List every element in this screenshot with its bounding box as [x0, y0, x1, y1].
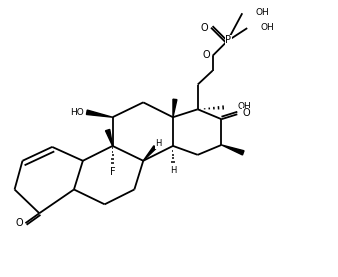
Polygon shape: [105, 129, 113, 146]
Polygon shape: [221, 145, 244, 155]
Text: H: H: [155, 139, 161, 148]
Text: O: O: [242, 108, 250, 118]
Text: O: O: [16, 218, 23, 228]
Text: H: H: [170, 166, 176, 175]
Polygon shape: [87, 110, 113, 117]
Text: HO: HO: [70, 108, 84, 117]
Text: P: P: [225, 35, 232, 45]
Text: OH: OH: [260, 23, 274, 32]
Text: O: O: [201, 23, 209, 33]
Text: O: O: [203, 50, 211, 60]
Polygon shape: [173, 99, 177, 117]
Text: F: F: [110, 167, 115, 177]
Text: OH: OH: [255, 8, 269, 17]
Polygon shape: [143, 146, 156, 161]
Text: OH: OH: [237, 102, 251, 111]
